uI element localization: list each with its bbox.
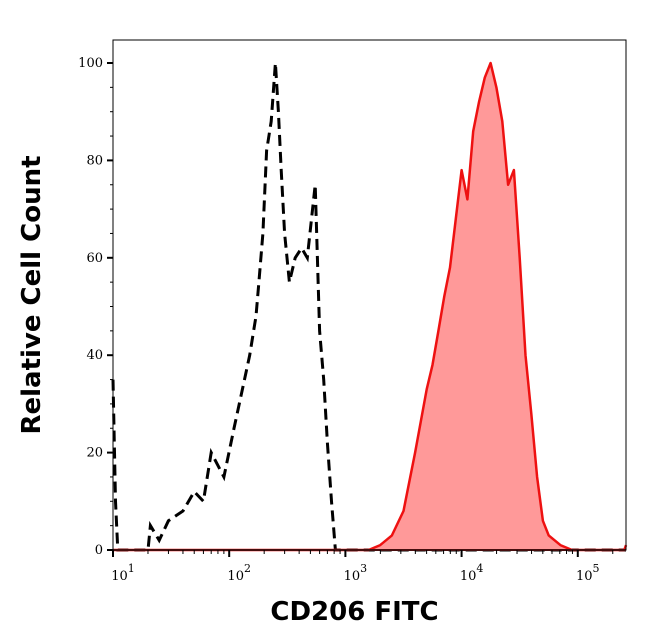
y-tick-label: 40: [86, 348, 103, 363]
x-tick-label: 104: [460, 562, 484, 584]
y-tick-label: 0: [95, 543, 103, 558]
x-tick-label: 102: [227, 562, 251, 584]
x-axis-label: CD206 FITC: [270, 597, 438, 627]
series-line-isotype: [111, 62, 626, 552]
series-line-stained: [113, 61, 628, 552]
y-tick-label: 20: [86, 446, 103, 461]
y-tick-label: 80: [86, 153, 103, 168]
x-tick-label: 101: [111, 562, 135, 584]
y-axis-label: Relative Cell Count: [17, 155, 47, 434]
series-area-fill: [113, 63, 626, 550]
plot-frame: [112, 39, 627, 551]
x-tick-label: 103: [344, 562, 368, 584]
y-tick-label: 60: [86, 251, 103, 266]
y-tick-label: 100: [78, 56, 103, 71]
x-tick-label: 105: [576, 562, 600, 584]
